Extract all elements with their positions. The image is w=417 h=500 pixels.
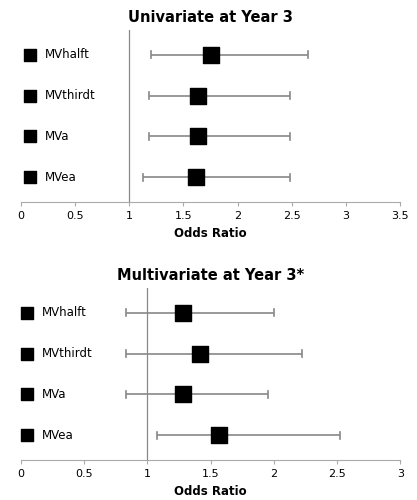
Point: [26, 92, 33, 100]
Text: MVa: MVa: [43, 388, 67, 401]
Point: [194, 92, 201, 100]
Point: [24, 390, 30, 398]
Point: [24, 308, 30, 316]
Point: [179, 390, 186, 398]
Title: Univariate at Year 3: Univariate at Year 3: [128, 10, 293, 24]
Point: [216, 432, 223, 440]
Point: [26, 132, 33, 140]
Text: MVa: MVa: [45, 130, 69, 143]
X-axis label: Odds Ratio: Odds Ratio: [174, 226, 247, 239]
Text: MVea: MVea: [45, 171, 76, 184]
Text: MVhalft: MVhalft: [43, 306, 87, 319]
Point: [207, 50, 214, 58]
Point: [24, 350, 30, 358]
X-axis label: Odds Ratio: Odds Ratio: [174, 484, 247, 498]
Point: [194, 132, 201, 140]
Text: MVhalft: MVhalft: [45, 48, 90, 61]
Text: MVea: MVea: [43, 429, 74, 442]
Title: Multivariate at Year 3*: Multivariate at Year 3*: [117, 268, 304, 282]
Point: [193, 174, 200, 182]
Point: [26, 174, 33, 182]
Point: [26, 50, 33, 58]
Text: MVthirdt: MVthirdt: [45, 89, 95, 102]
Point: [24, 432, 30, 440]
Point: [179, 308, 186, 316]
Text: MVthirdt: MVthirdt: [43, 347, 93, 360]
Point: [197, 350, 204, 358]
